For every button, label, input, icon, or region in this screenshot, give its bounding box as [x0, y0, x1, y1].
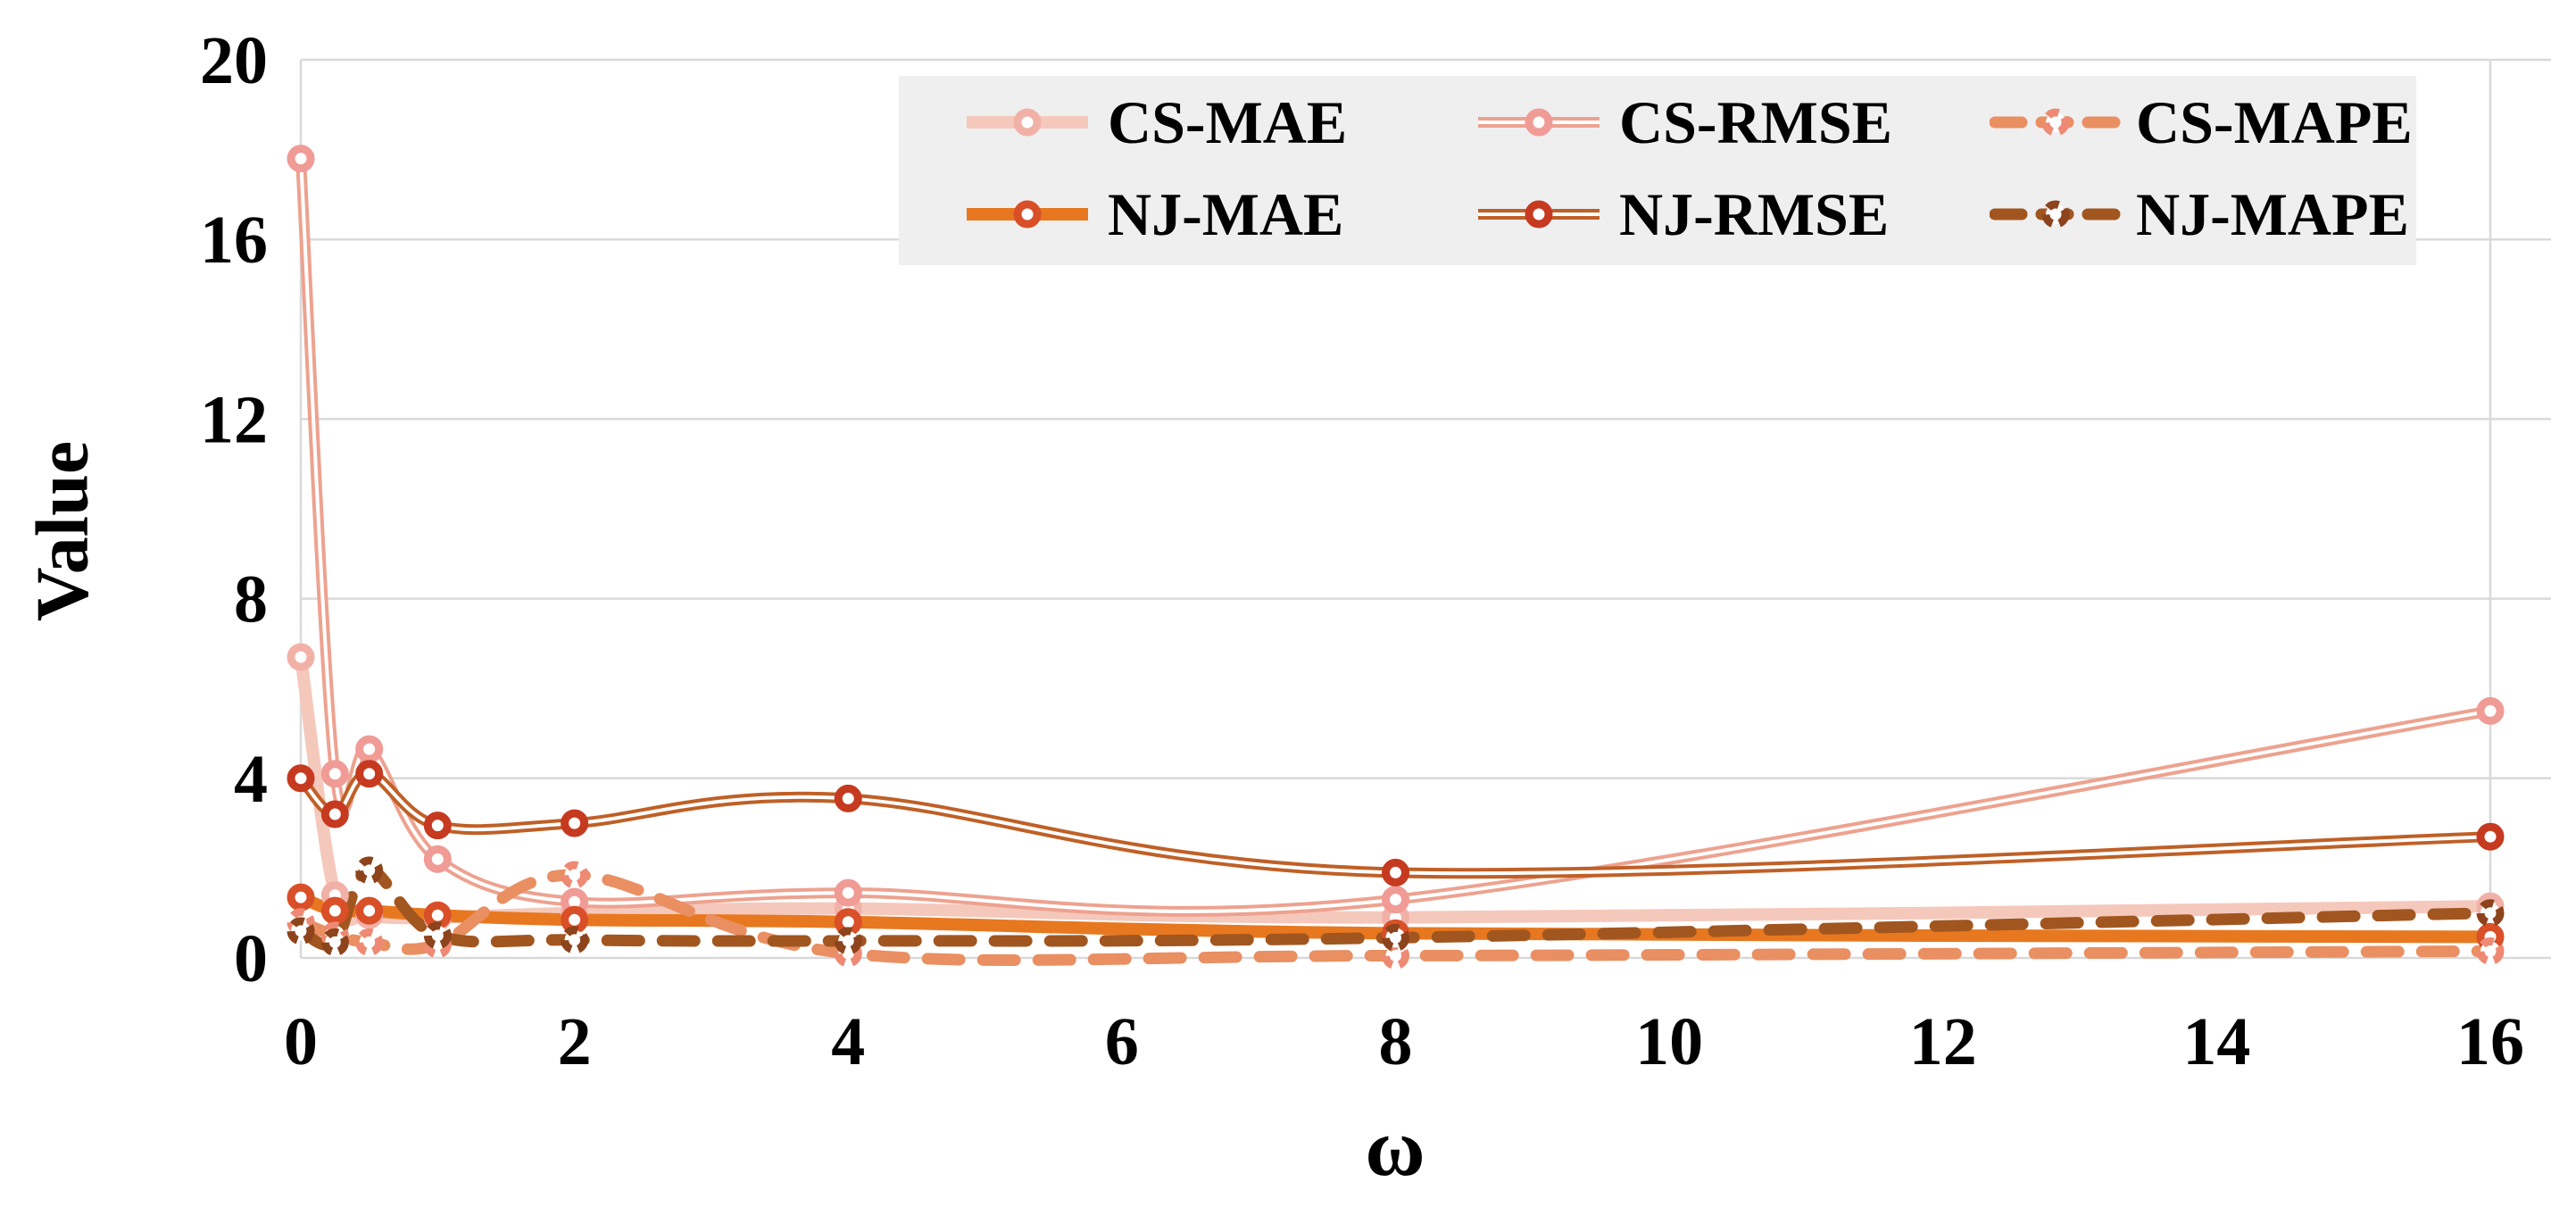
y-tick-label-16: 16 — [200, 203, 268, 278]
marker-nj-mape-x4 — [834, 927, 862, 955]
legend-item-nj-mape: NJ-MAPE — [1990, 183, 2409, 246]
series-line-cs-rmse — [295, 158, 2492, 917]
x-axis-title: ω — [1365, 1102, 1425, 1193]
marker-nj-rmse-x0.5 — [355, 760, 384, 788]
marker-cs-rmse-x0.5 — [355, 735, 384, 763]
legend-item-nj-rmse: NJ-RMSE — [1473, 183, 1889, 246]
marker-cs-mape-x16 — [2476, 936, 2505, 965]
legend-item-cs-rmse: CS-RMSE — [1473, 91, 1892, 154]
marker-nj-rmse-x0.25 — [320, 800, 349, 828]
marker-nj-mape-x2 — [561, 926, 589, 954]
marker-nj-mae-x0.25 — [320, 896, 349, 925]
marker-cs-rmse-x4 — [834, 878, 862, 907]
marker-cs-rmse-x1 — [423, 845, 452, 873]
marker-cs-mape-x2 — [561, 861, 589, 889]
x-tick-label-16: 16 — [2456, 1004, 2524, 1079]
legend-label-cs-mape: CS-MAPE — [2136, 88, 2413, 156]
x-tick-label-2: 2 — [558, 1004, 592, 1079]
x-tick-label-0: 0 — [284, 1004, 318, 1079]
series-line-core-cs-rmse — [299, 158, 2491, 913]
marker-nj-mape-x0.25 — [320, 928, 349, 956]
legend-item-nj-mae: NJ-MAE — [961, 183, 1343, 246]
x-tick-label-4: 4 — [831, 1004, 865, 1079]
legend-swatch-nj-mape-icon — [1990, 200, 2122, 229]
y-tick-label-20: 20 — [200, 23, 268, 98]
legend-swatch-cs-mae-icon — [967, 108, 1088, 137]
legend-item-cs-mape: CS-MAPE — [1990, 91, 2413, 154]
marker-nj-rmse-x8 — [1382, 858, 1409, 887]
x-tick-label-14: 14 — [2182, 1004, 2250, 1079]
y-tick-label-4: 4 — [234, 742, 268, 817]
legend-swatch-cs-rmse-icon — [1478, 108, 1600, 137]
legend-label-nj-rmse: NJ-RMSE — [1619, 180, 1890, 248]
marker-nj-mae-x0.5 — [355, 896, 384, 925]
legend-label-nj-mae: NJ-MAE — [1108, 180, 1344, 248]
marker-nj-rmse-x0 — [287, 764, 315, 793]
legend-label-cs-rmse: CS-RMSE — [1619, 88, 1893, 156]
series-line-core-nj-rmse — [299, 771, 2491, 876]
y-tick-label-8: 8 — [234, 562, 268, 637]
y-tick-label-0: 0 — [234, 921, 268, 996]
legend: CS-MAE CS-RMSE CS-MAPE NJ-MAE NJ-RMSE NJ-MAPE — [899, 76, 2416, 265]
legend-label-nj-mape: NJ-MAPE — [2136, 180, 2409, 248]
series-line-nj-rmse — [296, 768, 2491, 879]
marker-cs-mae-x0 — [287, 643, 315, 671]
marker-nj-rmse-x16 — [2476, 822, 2505, 851]
legend-label-cs-mae: CS-MAE — [1108, 88, 1348, 156]
y-tick-label-12: 12 — [200, 382, 268, 457]
x-tick-label-6: 6 — [1105, 1004, 1139, 1079]
marker-cs-rmse-x8 — [1382, 886, 1409, 914]
legend-item-cs-mae: CS-MAE — [961, 91, 1347, 154]
marker-nj-mape-x8 — [1382, 923, 1409, 952]
marker-nj-rmse-x4 — [834, 784, 862, 812]
legend-swatch-nj-mae-icon — [967, 200, 1088, 229]
marker-nj-rmse-x1 — [423, 812, 452, 840]
marker-nj-mape-x1 — [423, 921, 452, 950]
y-axis-title: Value — [21, 440, 104, 622]
marker-cs-rmse-x0 — [287, 145, 315, 173]
marker-nj-mape-x0 — [287, 917, 315, 945]
marker-nj-mae-x0 — [287, 883, 315, 911]
marker-nj-mape-x16 — [2476, 899, 2505, 928]
legend-swatch-nj-rmse-icon — [1478, 200, 1600, 229]
marker-nj-mape-x0.5 — [355, 856, 384, 885]
marker-cs-rmse-x0.25 — [320, 760, 349, 788]
marker-cs-rmse-x16 — [2476, 696, 2505, 725]
legend-swatch-cs-mape-icon — [1990, 108, 2122, 137]
x-tick-label-10: 10 — [1635, 1004, 1703, 1079]
marker-cs-mape-x0.5 — [355, 928, 384, 956]
x-tick-label-12: 12 — [1909, 1004, 1977, 1079]
x-tick-label-8: 8 — [1379, 1004, 1413, 1079]
marker-nj-rmse-x2 — [561, 809, 589, 837]
